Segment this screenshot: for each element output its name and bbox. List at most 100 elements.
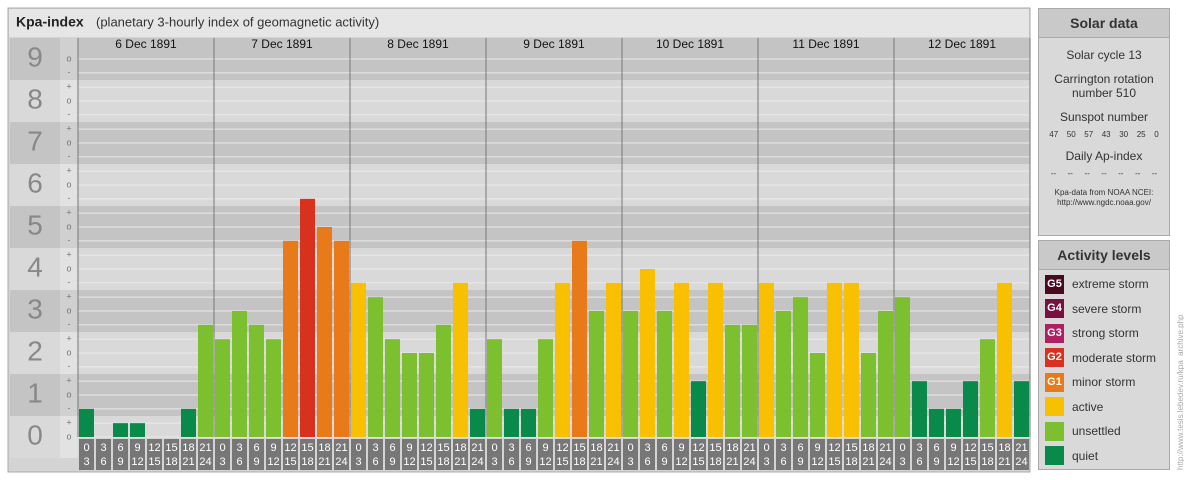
hour-start: 12 [828, 442, 840, 454]
legend-item: G5 extreme storm [1039, 272, 1169, 297]
bar [113, 423, 128, 437]
hour-start: 18 [590, 442, 602, 454]
hour-start: 21 [743, 442, 755, 454]
ap-value: -- [1101, 169, 1107, 178]
bar [912, 381, 927, 437]
legend-label: unsettled [1072, 424, 1121, 439]
legend-swatch [1045, 397, 1064, 417]
legend-item: G4 severe storm [1039, 297, 1169, 322]
hour-end: 18 [981, 456, 993, 468]
y-subtick-label: - [68, 193, 71, 203]
legend-title: Activity levels [1039, 241, 1169, 270]
y-band-sub [60, 416, 78, 458]
hour-box [453, 439, 468, 470]
hour-box [912, 439, 927, 470]
bar [674, 282, 689, 437]
hour-end: 21 [318, 456, 330, 468]
hour-box [657, 439, 672, 470]
hour-start: 9 [950, 442, 956, 454]
hour-box [504, 439, 519, 470]
bar [215, 339, 230, 437]
y-tick-label: 1 [27, 377, 43, 408]
bar [589, 311, 604, 437]
y-band [10, 80, 60, 122]
sunspot-title: Sunspot number [1059, 110, 1149, 124]
y-subtick-label: o [66, 221, 71, 231]
bar [725, 324, 740, 437]
hour-start: 21 [607, 442, 619, 454]
hour-box [402, 439, 417, 470]
hour-end: 12 [947, 456, 959, 468]
y-subtick-label: - [68, 67, 71, 77]
hour-end: 15 [556, 456, 568, 468]
hour-end: 21 [862, 456, 874, 468]
legend-swatch [1045, 446, 1064, 466]
sunspot-value: 50 [1066, 130, 1076, 139]
y-subtick-label: o [66, 53, 71, 63]
hour-box [215, 439, 230, 470]
legend-label: active [1072, 399, 1104, 414]
y-subtick-label: - [68, 319, 71, 329]
hour-start: 0 [899, 442, 905, 454]
hour-start: 15 [709, 442, 721, 454]
hour-box [521, 439, 536, 470]
hour-box [470, 439, 485, 470]
hour-start: 15 [165, 442, 177, 454]
hour-box [572, 439, 587, 470]
day-label: 8 Dec 1891 [387, 37, 449, 51]
bar [419, 353, 434, 437]
hour-box [232, 439, 247, 470]
sunspot-row: 47 50 57 43 30 25 0 [1045, 130, 1163, 139]
day-label: 7 Dec 1891 [251, 37, 313, 51]
y-band-sub [60, 38, 78, 80]
title-bar [9, 9, 1029, 37]
bar [198, 324, 213, 437]
hour-end: 6 [236, 456, 242, 468]
hour-end: 3 [219, 456, 225, 468]
y-band [10, 332, 60, 374]
hour-box [776, 439, 791, 470]
hour-end: 9 [525, 456, 531, 468]
hour-box [436, 439, 451, 470]
legend-items: G5 extreme storm G4 severe storm G3 strong st… [1039, 270, 1169, 468]
hour-start: 15 [573, 442, 585, 454]
hour-start: 3 [644, 442, 650, 454]
ap-row: -- -- -- -- -- -- -- [1045, 169, 1163, 178]
hour-start: 3 [916, 442, 922, 454]
bar [538, 339, 553, 437]
hour-box [283, 439, 298, 470]
hour-start: 15 [981, 442, 993, 454]
y-tick-label: 5 [27, 209, 43, 240]
y-subtick-label: + [66, 208, 71, 218]
hour-box [419, 439, 434, 470]
hour-box [963, 439, 978, 470]
hour-start: 12 [284, 442, 296, 454]
hour-box [555, 439, 570, 470]
hour-start: 6 [525, 442, 531, 454]
y-band-sub [60, 332, 78, 374]
solar-cycle: Solar cycle 13 [1066, 48, 1142, 62]
hour-box [895, 439, 910, 470]
y-subtick-label: o [66, 179, 71, 189]
footer-url: http://www.tesis.lebedev.ru/kpa_archive.… [1176, 314, 1184, 471]
bar [980, 339, 995, 437]
legend-label: minor storm [1072, 375, 1136, 390]
legend-item: G3 strong storm [1039, 321, 1169, 346]
bar [232, 311, 247, 437]
hour-start: 6 [933, 442, 939, 454]
hour-box [827, 439, 842, 470]
hour-end: 24 [335, 456, 347, 468]
hour-box [606, 439, 621, 470]
legend-item: active [1039, 395, 1169, 420]
y-subtick-label: - [68, 277, 71, 287]
hour-box [691, 439, 706, 470]
bar [436, 324, 451, 437]
hour-box [725, 439, 740, 470]
bar [181, 408, 196, 437]
y-band [10, 248, 60, 290]
hour-end: 6 [916, 456, 922, 468]
hour-start: 0 [355, 442, 361, 454]
hour-start: 15 [845, 442, 857, 454]
hour-end: 12 [811, 456, 823, 468]
hour-start: 21 [199, 442, 211, 454]
